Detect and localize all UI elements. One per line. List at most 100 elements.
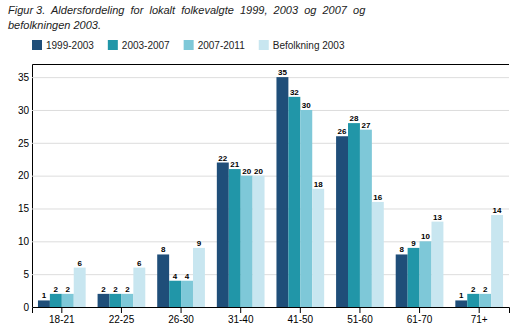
x-tick-label: 31-40 [228, 314, 254, 325]
y-tick-label: 10 [18, 236, 30, 247]
series [62, 110, 491, 307]
data-label: 4 [185, 272, 190, 281]
y-tick-label: 30 [18, 105, 30, 116]
data-label: 20 [254, 167, 263, 176]
data-label: 2 [471, 285, 476, 294]
x-tick-mark [479, 307, 480, 313]
legend-label: Befolkning 2003 [273, 40, 345, 51]
bar [169, 281, 181, 307]
bar [408, 248, 420, 307]
x-tick: 22-25 [109, 307, 135, 325]
legend-item: 2007-2011 [184, 40, 246, 51]
bar [217, 163, 229, 307]
legend-item: 2003-2007 [108, 40, 170, 51]
bar [193, 248, 205, 307]
bar [360, 130, 372, 307]
grid-line [32, 176, 509, 177]
plot: 0510152025303518-2122-2526-3031-4041-505… [18, 65, 510, 326]
x-tick-label: 71+ [471, 314, 488, 325]
x-tick: 26-30 [168, 307, 194, 325]
x-tick-mark [61, 307, 62, 313]
bar [38, 300, 50, 307]
legend-swatch [259, 40, 269, 50]
y-tick: 35 [18, 72, 509, 83]
bar [253, 176, 265, 307]
bar [229, 169, 241, 307]
legend-swatch [108, 40, 118, 50]
bar [491, 215, 503, 307]
y-tick-label: 35 [18, 72, 30, 83]
bar [420, 241, 432, 307]
y-tick-label: 15 [18, 203, 30, 214]
data-label: 18 [314, 180, 323, 189]
legend-swatch [184, 40, 194, 50]
data-label: 14 [493, 206, 502, 215]
x-tick-label: 18-21 [49, 314, 75, 325]
legend-label: 1999-2003 [46, 40, 94, 51]
bars [38, 77, 503, 307]
data-label: 2 [125, 285, 130, 294]
x-tick-label: 26-30 [168, 314, 194, 325]
data-label: 2 [101, 285, 106, 294]
x-tick-label: 41-50 [288, 314, 314, 325]
bar [110, 294, 122, 307]
bar [467, 294, 479, 307]
series [38, 77, 467, 307]
legend-item: Befolkning 2003 [259, 40, 345, 51]
bar [241, 176, 253, 307]
y-tick-label: 20 [18, 170, 30, 181]
data-label: 8 [399, 245, 404, 254]
bar [98, 294, 110, 307]
data-label: 10 [421, 232, 430, 241]
data-label: 28 [350, 114, 359, 123]
bar [157, 254, 169, 307]
bar [288, 97, 300, 307]
bar [276, 77, 288, 307]
data-label: 20 [242, 167, 251, 176]
data-label: 6 [137, 259, 142, 268]
grid-line [32, 77, 509, 78]
x-tick-mark [419, 307, 420, 313]
x-tick-label: 22-25 [109, 314, 135, 325]
data-label: 1 [42, 291, 47, 300]
y-axis-line [33, 65, 510, 308]
grid-line [32, 208, 509, 209]
data-label: 9 [197, 239, 202, 248]
grid-line [32, 143, 509, 144]
data-label: 21 [230, 160, 239, 169]
data-label: 27 [361, 121, 370, 130]
bar [431, 222, 443, 307]
x-tick-label: 51-60 [347, 314, 373, 325]
data-label: 32 [290, 88, 299, 97]
data-label: 6 [77, 259, 82, 268]
x-tick-label: 61-70 [407, 314, 433, 325]
x-axis: 18-21 22-25 26-30 31-40 41-50 51-60 61-70 71+ [33, 307, 510, 325]
data-label: 22 [218, 154, 227, 163]
y-axis: 05101520253035 [18, 65, 509, 313]
y-tick: 30 [18, 105, 509, 116]
x-axis-line [33, 308, 510, 314]
legend-label: 2007-2011 [198, 40, 246, 51]
bar [479, 294, 491, 307]
bar [133, 268, 145, 307]
data-label: 1 [459, 291, 464, 300]
x-tick-mark [359, 307, 360, 313]
x-tick: 41-50 [288, 307, 314, 325]
bar [312, 189, 324, 307]
legend: 1999-2003 2003-2007 2007-2011 Befolkning 20… [32, 40, 345, 51]
data-label: 2 [113, 285, 118, 294]
grid-line [32, 110, 509, 111]
data-label: 4 [173, 272, 178, 281]
data-labels: 1282235268122421322892224203027102669201… [42, 68, 502, 300]
data-label: 26 [338, 127, 347, 136]
x-tick-mark [121, 307, 122, 313]
bar [336, 136, 348, 307]
data-label: 9 [411, 239, 416, 248]
bar [74, 268, 86, 307]
data-label: 8 [161, 245, 166, 254]
x-tick: 18-21 [49, 307, 75, 325]
series [74, 176, 503, 307]
bar [300, 110, 312, 307]
x-tick: 51-60 [347, 307, 373, 325]
legend-swatch [32, 40, 42, 50]
